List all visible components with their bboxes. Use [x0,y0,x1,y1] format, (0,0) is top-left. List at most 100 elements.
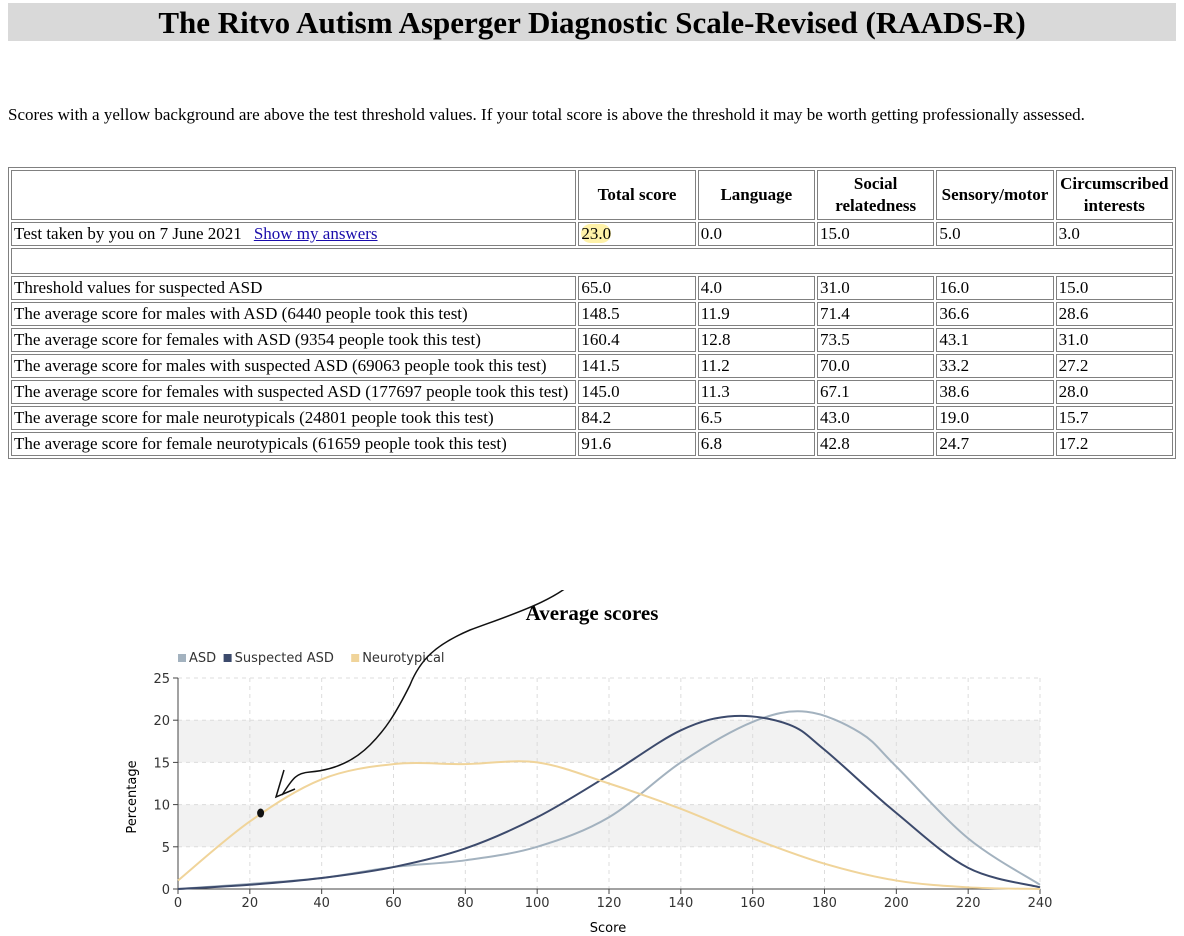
y-tick-label: 20 [153,714,170,729]
user-annotation [257,590,565,818]
cell: 36.6 [936,302,1054,326]
table-row: The average score for males with suspect… [11,354,1173,378]
cell: 24.7 [936,432,1054,456]
spacer-row [11,248,1173,274]
x-tick-label: 220 [956,896,981,911]
cell: 11.2 [697,354,815,378]
y-axis-label: Percentage [125,760,140,833]
header-circumscribed: Circumscribed interests [1055,170,1173,220]
hand-drawn-arrow [281,590,565,796]
cell: 28.6 [1055,302,1173,326]
cell: 16.0 [936,276,1054,300]
cell: 70.0 [817,354,935,378]
x-tick-label: 40 [313,896,330,911]
x-tick-label: 200 [884,896,909,911]
chart-title: Average scores [526,601,659,625]
x-tick-label: 120 [597,896,622,911]
row-label: The average score for females with suspe… [11,380,577,404]
page-title: The Ritvo Autism Asperger Diagnostic Sca… [158,5,1026,40]
legend-swatch [351,654,360,662]
cell: 141.5 [578,354,696,378]
x-tick-label: 80 [457,896,474,911]
cell: 6.5 [697,406,815,430]
row-label: Threshold values for suspected ASD [11,276,577,300]
y-tick-label: 5 [162,841,170,856]
cell: 6.8 [697,432,815,456]
header-row: Total score Language Social relatedness … [11,170,1173,220]
chart-legend: ASD Suspected ASD Neurotypical [178,651,445,666]
average-scores-chart: Average scores 0 20 40 60 80 100 120 140 160 180 2… [125,590,1052,936]
legend-swatch [223,654,232,662]
title-bar: The Ritvo Autism Asperger Diagnostic Sca… [8,3,1176,41]
user-row-text: Test taken by you on 7 June 2021 [14,224,242,243]
cell: 31.0 [1055,328,1173,352]
legend-entry: ASD [189,651,216,666]
show-answers-link[interactable]: Show my answers [253,224,378,243]
cell: 28.0 [1055,380,1173,404]
cell: 43.0 [817,406,935,430]
header-sensory: Sensory/motor [936,170,1054,220]
row-label: The average score for females with ASD (… [11,328,577,352]
table-row: The average score for female neurotypica… [11,432,1173,456]
y-tick-label: 0 [162,883,170,898]
y-tick-label: 10 [153,799,170,814]
legend-swatch [178,654,186,662]
plot-lines [177,710,1041,890]
x-tick-label: 0 [174,896,182,911]
x-tick-label: 180 [812,896,837,911]
cell: 91.6 [578,432,696,456]
user-circumscribed-score: 3.0 [1055,222,1173,246]
cell: 145.0 [578,380,696,404]
cell: 11.3 [697,380,815,404]
row-label: The average score for males with ASD (64… [11,302,577,326]
header-social: Social relatedness [817,170,935,220]
arrow-head [274,769,296,799]
cell: 4.0 [697,276,815,300]
cell: 84.2 [578,406,696,430]
cell: 15.0 [1055,276,1173,300]
user-score-dot [257,808,265,818]
cell: 148.5 [578,302,696,326]
x-tick-label: 20 [242,896,259,911]
x-tick-label: 100 [525,896,550,911]
user-language-score: 0.0 [697,222,815,246]
cell: 73.5 [817,328,935,352]
header-language: Language [697,170,815,220]
y-tick-label: 15 [153,756,170,771]
plot-grid [177,677,1041,890]
table-row: The average score for females with suspe… [11,380,1173,404]
user-row-label: Test taken by you on 7 June 2021 Show my … [11,222,577,246]
x-axis-label: Score [590,921,626,936]
plot-axes: 0 20 40 60 80 100 120 140 160 180 200 220 240 0 5 10 15 2… [153,672,1052,911]
intro-text: Scores with a yellow background are abov… [8,105,1085,124]
user-row: Test taken by you on 7 June 2021 Show my … [11,222,1173,246]
x-tick-label: 160 [740,896,765,911]
cell: 38.6 [936,380,1054,404]
results-table: Total score Language Social relatedness … [8,167,1176,459]
table-row: Threshold values for suspected ASD 65.0 … [11,276,1173,300]
cell: 11.9 [697,302,815,326]
series-line-1 [177,714,1041,890]
table-row: The average score for male neurotypicals… [11,406,1173,430]
cell: 31.0 [817,276,935,300]
spacer-cell [11,248,1173,274]
header-total: Total score [578,170,696,220]
x-tick-label: 240 [1028,896,1053,911]
cell: 67.1 [817,380,935,404]
table-row: The average score for females with ASD (… [11,328,1173,352]
cell: 65.0 [578,276,696,300]
user-social-score: 15.0 [817,222,935,246]
legend-entry: Suspected ASD [235,651,334,666]
cell: 43.1 [936,328,1054,352]
cell: 160.4 [578,328,696,352]
row-label: The average score for female neurotypica… [11,432,577,456]
cell: 17.2 [1055,432,1173,456]
cell: 27.2 [1055,354,1173,378]
table-row: The average score for males with ASD (64… [11,302,1173,326]
row-label: The average score for male neurotypicals… [11,406,577,430]
cell: 19.0 [936,406,1054,430]
cell: 71.4 [817,302,935,326]
cell: 15.7 [1055,406,1173,430]
y-tick-label: 25 [153,672,170,687]
row-label: The average score for males with suspect… [11,354,577,378]
